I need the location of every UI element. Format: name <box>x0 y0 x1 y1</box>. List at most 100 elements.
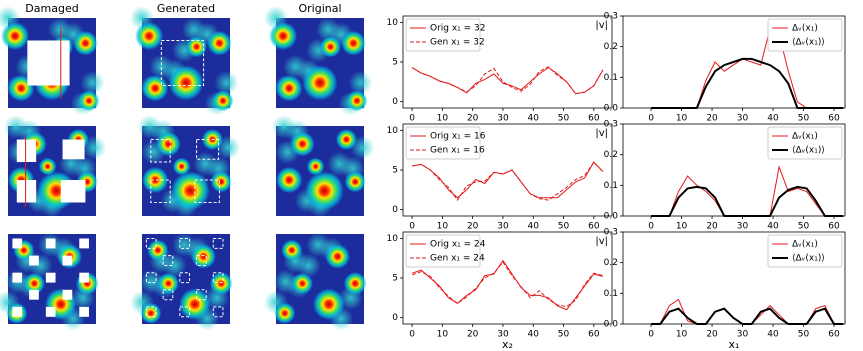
x-tick-label: 10 <box>676 222 688 232</box>
damage-mask <box>62 139 85 160</box>
y-tick-label: 0.0 <box>604 320 619 330</box>
damage-mask <box>29 255 39 266</box>
y-tick-label: 0.3 <box>604 120 618 130</box>
legend-label: ⟨Δᵥ(x₁)⟩ <box>792 254 825 264</box>
image-vortex <box>156 131 181 157</box>
x-tick-label: 40 <box>528 330 540 340</box>
x-tick-label: 0 <box>409 330 415 340</box>
x-tick-label: 10 <box>437 114 449 124</box>
legend-label: Δᵥ(x₁) <box>792 24 818 34</box>
x-tick-label: 50 <box>558 330 570 340</box>
y-tick-label: 0.1 <box>604 289 618 299</box>
series-line <box>651 185 844 217</box>
x-tick-label: 50 <box>558 114 570 124</box>
x-tick-label: 50 <box>798 222 810 232</box>
x-tick-label: 20 <box>706 330 718 340</box>
image-vortex <box>147 239 169 261</box>
image-panel <box>137 114 241 218</box>
y-tick-label: 0.1 <box>604 73 618 83</box>
x-tick-label: 20 <box>706 114 718 124</box>
image-texture <box>80 70 105 95</box>
image-vortex <box>172 157 191 176</box>
y-tick-label: 0 <box>392 205 398 215</box>
damage-mask <box>45 272 56 283</box>
x-tick-label: 60 <box>588 330 600 340</box>
image-vortex <box>305 171 344 211</box>
damage-mask <box>60 180 86 203</box>
image-vortex <box>341 30 366 56</box>
image-vortex <box>78 90 100 112</box>
x-tick-label: 0 <box>648 222 654 232</box>
image-vortex <box>209 272 233 295</box>
image-vortex <box>38 157 57 176</box>
damage-mask <box>12 272 23 283</box>
column-title: Original <box>298 2 341 15</box>
legend-label: Δᵥ(x₁) <box>792 132 818 142</box>
image-vortex <box>306 157 325 176</box>
image-texture <box>3 114 28 139</box>
image-vortex <box>168 65 204 101</box>
image-vortex <box>320 36 342 58</box>
column-title: Damaged <box>25 2 78 15</box>
x-tick-label: 60 <box>828 114 840 124</box>
x-tick-label: 10 <box>676 114 688 124</box>
y-tick-label: 5 <box>392 58 398 68</box>
x-tick-label: 30 <box>497 222 509 232</box>
image-vortex <box>212 90 234 112</box>
legend-label: Orig x₁ = 16 <box>430 132 486 142</box>
image-texture <box>315 17 340 42</box>
x-tick-label: 40 <box>767 222 779 232</box>
x-axis-label: x₁ <box>729 338 740 351</box>
damage-mask <box>27 40 70 86</box>
image-texture <box>149 54 174 79</box>
x-tick-label: 60 <box>828 222 840 232</box>
damage-mask <box>12 306 23 317</box>
x-tick-label: 40 <box>528 222 540 232</box>
image-vortex <box>23 272 45 295</box>
y-tick-label: 10 <box>387 126 399 136</box>
image-texture <box>306 232 331 257</box>
image-vortex <box>290 131 315 157</box>
y-tick-label: 0.2 <box>604 258 618 268</box>
damage-mask <box>45 306 56 317</box>
image-vortex <box>343 272 367 295</box>
damage-mask <box>16 139 37 162</box>
legend-box <box>405 234 481 268</box>
image-panel <box>130 6 239 116</box>
y-tick-label: 5 <box>392 274 398 284</box>
y-tick-label: 0.1 <box>604 181 618 191</box>
x-tick-label: 0 <box>648 330 654 340</box>
legend-label: Gen x₁ = 16 <box>430 146 485 156</box>
x-tick-label: 60 <box>588 222 600 232</box>
x-tick-label: 30 <box>737 222 749 232</box>
x-tick-label: 0 <box>409 114 415 124</box>
x-tick-label: 10 <box>676 330 688 340</box>
image-vortex <box>335 128 357 151</box>
image-vortex <box>142 75 169 102</box>
x-tick-label: 10 <box>437 330 449 340</box>
legend-box <box>405 18 481 52</box>
y-tick-label: 0.0 <box>604 212 619 222</box>
damage-mask <box>62 289 73 300</box>
image-vortex <box>186 36 208 58</box>
damage-outline <box>196 139 220 160</box>
image-panel <box>0 6 105 116</box>
image-texture <box>327 151 352 176</box>
image-vortex <box>268 21 298 51</box>
series-line <box>651 57 844 109</box>
image-texture <box>283 54 308 79</box>
x-tick-label: 10 <box>437 222 449 232</box>
damage-outline <box>194 179 220 203</box>
damage-mask <box>62 255 73 266</box>
x-tick-label: 50 <box>558 222 570 232</box>
image-texture <box>181 17 206 42</box>
image-texture <box>193 151 218 176</box>
x-tick-label: 0 <box>648 114 654 124</box>
series-line <box>411 66 604 95</box>
legend-label: Orig x₁ = 32 <box>430 24 486 34</box>
annotation: |v| <box>595 20 608 31</box>
x-tick-label: 60 <box>828 330 840 340</box>
x-tick-label: 50 <box>798 114 810 124</box>
image-vortex <box>281 239 303 261</box>
